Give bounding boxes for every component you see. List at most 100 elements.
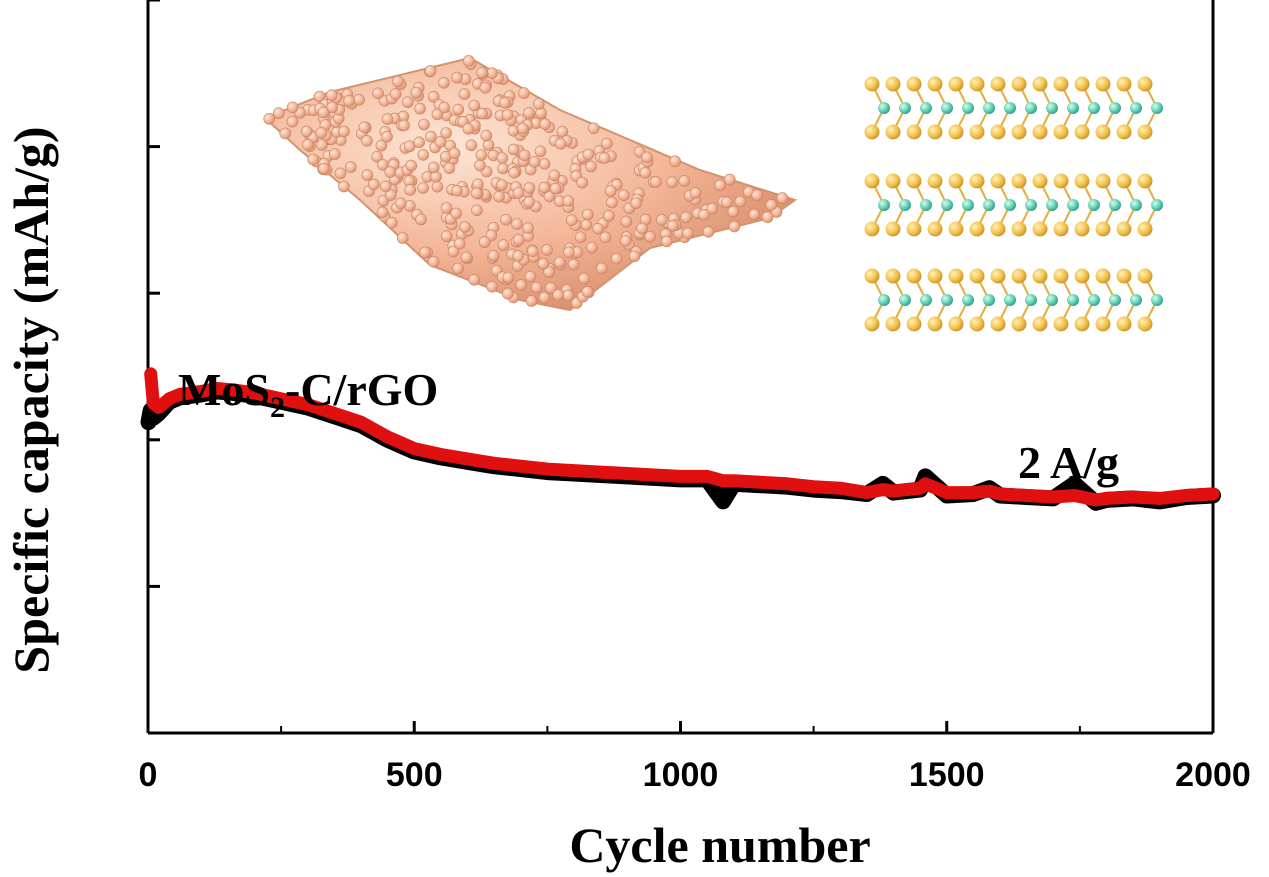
nanosphere	[698, 209, 710, 221]
s-atom	[1074, 124, 1090, 140]
nanosphere	[372, 87, 384, 100]
nanosphere	[353, 93, 365, 106]
s-atom	[864, 316, 880, 332]
nanosphere	[451, 71, 463, 84]
nanosphere-sheet-inset	[263, 55, 798, 312]
data-point	[717, 474, 730, 487]
data-point	[860, 486, 873, 499]
s-atom	[927, 124, 943, 140]
nanosphere	[523, 107, 535, 119]
series-1	[144, 367, 1220, 507]
s-atom	[1074, 268, 1090, 284]
data-point	[781, 477, 793, 490]
data-point	[1089, 493, 1102, 506]
s-atom	[885, 268, 901, 284]
nanosphere	[776, 192, 789, 204]
nanosphere	[465, 139, 478, 152]
nanosphere	[581, 208, 594, 221]
s-atom	[1074, 221, 1090, 237]
nanosphere	[480, 129, 493, 142]
nanosphere	[515, 279, 528, 291]
nanosphere	[384, 189, 397, 201]
nanosphere	[618, 189, 630, 201]
nanosphere	[530, 281, 543, 294]
nanosphere	[313, 90, 326, 103]
s-atom	[1053, 124, 1069, 140]
nanosphere	[523, 196, 535, 208]
mo-atom	[1067, 102, 1079, 114]
s-atom	[1032, 76, 1048, 92]
s-atom	[1116, 76, 1132, 92]
nanosphere	[279, 127, 292, 140]
s-atom	[1074, 316, 1090, 332]
data-point	[541, 463, 554, 476]
data-point	[1153, 492, 1166, 505]
s-atom	[969, 268, 985, 284]
data-point	[184, 386, 197, 399]
nanosphere	[438, 77, 450, 89]
mo-atom	[1025, 199, 1037, 211]
nanosphere	[468, 99, 481, 112]
mo-atom	[878, 102, 890, 114]
nanosphere	[427, 91, 440, 103]
nanosphere	[462, 55, 475, 67]
nanosphere	[440, 202, 453, 214]
nanosphere	[539, 118, 552, 130]
s-atom	[1095, 76, 1111, 92]
s-atom	[1116, 124, 1132, 140]
nanosphere	[325, 89, 338, 101]
data-point	[152, 401, 165, 414]
nanosphere	[326, 101, 339, 114]
data-point	[647, 468, 660, 481]
mo-atom	[1109, 199, 1121, 211]
data-point	[227, 383, 240, 396]
mo-atom	[920, 294, 932, 306]
nanosphere	[440, 127, 452, 139]
data-point	[1068, 477, 1081, 490]
s-atom	[906, 316, 922, 332]
nanosphere	[592, 222, 605, 235]
data-point	[301, 398, 314, 411]
nanosphere	[447, 245, 460, 258]
s-atom	[1095, 221, 1111, 237]
data-point	[381, 430, 394, 443]
nanosphere	[666, 176, 679, 188]
mo-atom	[962, 294, 974, 306]
nanosphere	[678, 175, 691, 187]
nanosphere	[448, 147, 461, 160]
data-point	[674, 470, 687, 483]
s-atom	[969, 76, 985, 92]
x-tick-label: 1000	[643, 756, 719, 794]
nanosphere	[636, 222, 648, 235]
nanosphere	[728, 220, 741, 233]
s-atom	[948, 76, 964, 92]
nanosphere	[534, 145, 547, 158]
data-point	[1207, 488, 1219, 501]
nanosphere	[598, 152, 611, 164]
nanosphere	[338, 125, 350, 138]
s-atom	[1032, 124, 1048, 140]
nanosphere	[595, 262, 608, 275]
data-point	[1127, 490, 1140, 503]
data-point	[144, 367, 157, 380]
nanosphere	[538, 158, 551, 170]
nanosphere	[300, 125, 313, 138]
nanosphere	[462, 123, 475, 135]
data-point	[717, 495, 730, 508]
nanosphere	[761, 211, 774, 223]
nanosphere	[361, 135, 373, 147]
nanosphere	[471, 204, 483, 217]
s-atom	[927, 76, 943, 92]
data-point	[876, 483, 889, 496]
nanosphere	[727, 205, 740, 218]
nanosphere	[501, 109, 514, 121]
nanosphere	[496, 152, 509, 164]
current-density-label: 2 A/g	[1018, 437, 1119, 488]
s-atom	[927, 221, 943, 237]
s-atom	[864, 268, 880, 284]
y-ticks	[148, 0, 160, 588]
nanosphere	[272, 107, 285, 119]
s-atom	[1074, 76, 1090, 92]
mo-atom	[899, 102, 911, 114]
nanosphere	[585, 160, 597, 173]
